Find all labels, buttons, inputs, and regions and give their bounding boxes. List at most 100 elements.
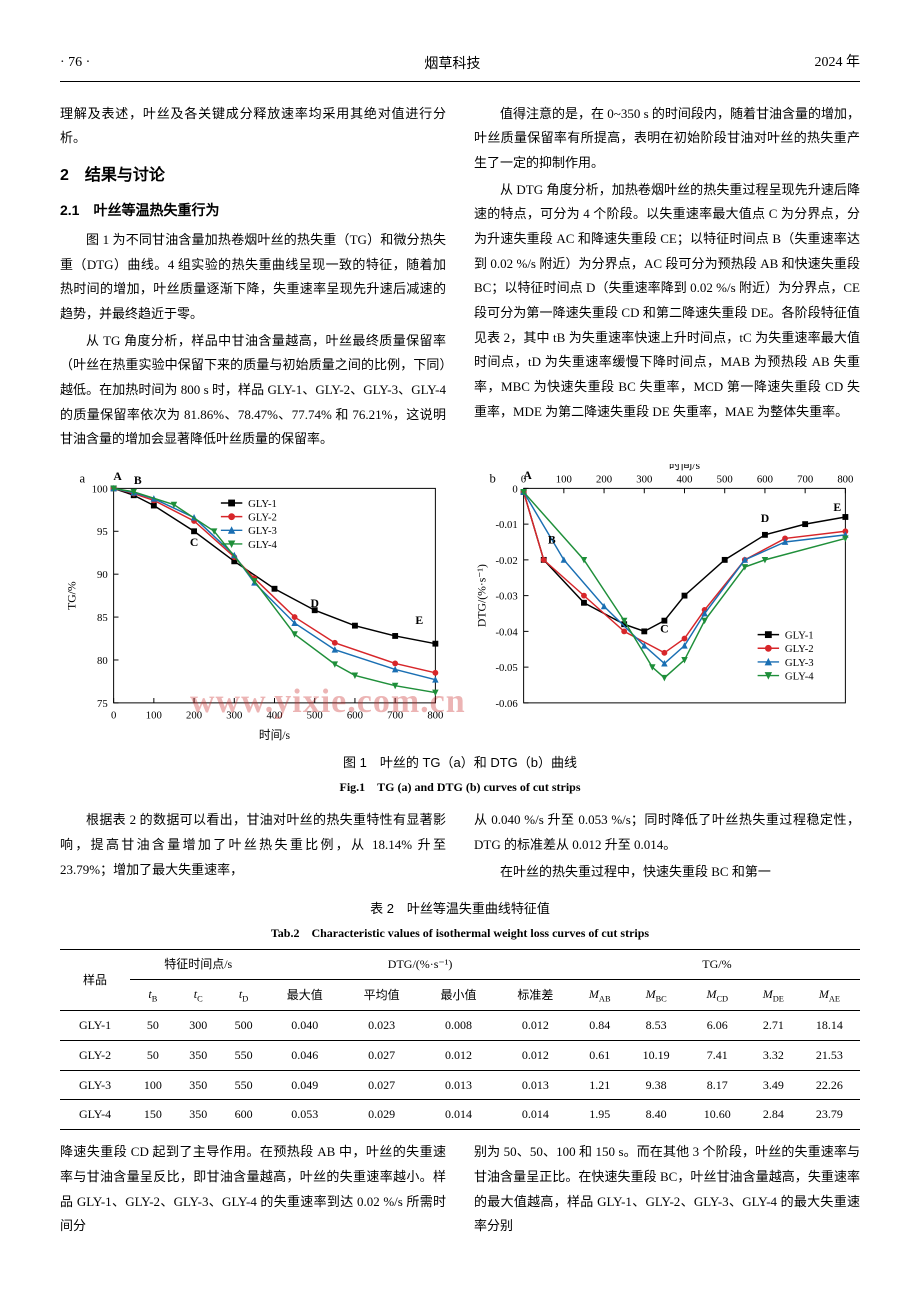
table-cell: 550 <box>221 1040 266 1070</box>
table-cell: 0.023 <box>343 1011 420 1041</box>
th-dtg-group: DTG/(%·s⁻¹) <box>266 949 574 979</box>
table-cell: 21.53 <box>799 1040 860 1070</box>
svg-text:A: A <box>113 470 122 483</box>
table-cell: 6.06 <box>687 1011 748 1041</box>
svg-text:GLY-3: GLY-3 <box>785 657 814 669</box>
table-cell: GLY-1 <box>60 1011 130 1041</box>
figure-1a-svg: 01002003004005006007008007580859095100时间… <box>60 464 450 747</box>
table-cell: 0.61 <box>574 1040 626 1070</box>
svg-text:GLY-2: GLY-2 <box>785 643 814 655</box>
table-cell: 300 <box>176 1011 221 1041</box>
table-cell: GLY-2 <box>60 1040 130 1070</box>
svg-text:100: 100 <box>556 474 572 486</box>
svg-text:500: 500 <box>717 474 733 486</box>
table-cell: 550 <box>221 1070 266 1100</box>
th-tg-group: TG/% <box>574 949 860 979</box>
figure-1a-panel: 01002003004005006007008007580859095100时间… <box>60 464 450 747</box>
svg-text:300: 300 <box>226 710 242 722</box>
svg-text:400: 400 <box>676 474 692 486</box>
figure-1b-svg: 0100200300400500600700800-0.06-0.05-0.04… <box>470 464 860 747</box>
th-time-group: 特征时间点/s <box>130 949 266 979</box>
svg-text:GLY-2: GLY-2 <box>248 512 277 524</box>
table-cell: 600 <box>221 1100 266 1130</box>
table-cell: 0.053 <box>266 1100 343 1130</box>
svg-text:700: 700 <box>387 710 403 722</box>
svg-text:E: E <box>833 501 841 514</box>
figure-1-caption-cn: 图 1 叶丝的 TG（a）和 DTG（b）曲线 <box>60 751 860 776</box>
th-MCD: MCD <box>687 979 748 1010</box>
svg-text:GLY-4: GLY-4 <box>248 539 277 551</box>
table-cell: 350 <box>176 1100 221 1130</box>
section-2: 2 结果与讨论 <box>60 161 446 191</box>
table-cell: 0.040 <box>266 1011 343 1041</box>
para-6: 从 0.040 %/s 升至 0.053 %/s；同时降低了叶丝热失重过程稳定性… <box>474 808 860 857</box>
table-cell: 1.95 <box>574 1100 626 1130</box>
svg-text:GLY-4: GLY-4 <box>785 671 814 683</box>
table-cell: 0.046 <box>266 1040 343 1070</box>
th-MAE: MAE <box>799 979 860 1010</box>
page-number: · 76 · <box>60 50 90 77</box>
svg-text:800: 800 <box>837 474 853 486</box>
para-8: 降速失重段 CD 起到了主导作用。在预热段 AB 中，叶丝的失重速率与甘油含量呈… <box>60 1140 446 1239</box>
table-cell: 22.26 <box>799 1070 860 1100</box>
figure-1b-panel: 0100200300400500600700800-0.06-0.05-0.04… <box>470 464 860 747</box>
table-cell: 10.19 <box>626 1040 687 1070</box>
table-cell: 0.008 <box>420 1011 497 1041</box>
table-cell: 0.027 <box>343 1040 420 1070</box>
para-2: 从 TG 角度分析，样品中甘油含量越高，叶丝最终质量保留率（叶丝在热重实验中保留… <box>60 329 446 452</box>
th-tD: tD <box>221 979 266 1010</box>
svg-text:85: 85 <box>97 612 108 624</box>
table-cell: GLY-3 <box>60 1070 130 1100</box>
table-cell: 350 <box>176 1070 221 1100</box>
journal-title: 烟草科技 <box>424 50 480 77</box>
svg-text:A: A <box>523 469 532 482</box>
th-tC: tC <box>176 979 221 1010</box>
th-MBC: MBC <box>626 979 687 1010</box>
svg-text:500: 500 <box>307 710 323 722</box>
table-cell: 8.17 <box>687 1070 748 1100</box>
figure-1: 01002003004005006007008007580859095100时间… <box>60 464 860 798</box>
figure-1-caption-en: Fig.1 TG (a) and DTG (b) curves of cut s… <box>60 776 860 799</box>
svg-text:600: 600 <box>347 710 363 722</box>
svg-text:-0.04: -0.04 <box>495 626 518 638</box>
table-2: 样品 特征时间点/s DTG/(%·s⁻¹) TG/% tB tC tD 最大值… <box>60 949 860 1130</box>
para-3: 值得注意的是，在 0~350 s 的时间段内，随着甘油含量的增加，叶丝质量保留率… <box>474 102 860 176</box>
table-row: GLY-41503506000.0530.0290.0140.0141.958.… <box>60 1100 860 1130</box>
table-cell: 150 <box>130 1100 175 1130</box>
table-cell: 23.79 <box>799 1100 860 1130</box>
page-header: · 76 · 烟草科技 2024 年 <box>60 50 860 82</box>
svg-text:D: D <box>761 512 769 525</box>
table-2-caption-cn: 表 2 叶丝等温失重曲线特征值 <box>60 897 860 922</box>
year: 2024 年 <box>814 50 860 77</box>
th-dtg-sd: 标准差 <box>497 979 574 1010</box>
svg-text:b: b <box>490 472 496 486</box>
body-columns-top: 理解及表述，叶丝及各关键成分释放速率均采用其绝对值进行分析。 2 结果与讨论 2… <box>60 102 860 453</box>
svg-text:a: a <box>80 472 86 486</box>
svg-text:-0.03: -0.03 <box>495 591 517 603</box>
para-4: 从 DTG 角度分析，加热卷烟叶丝的热失重过程呈现先升速后降速的特点，可分为 4… <box>474 178 860 425</box>
table-cell: 8.40 <box>626 1100 687 1130</box>
svg-text:0: 0 <box>111 710 116 722</box>
table-header-row-2: tB tC tD 最大值 平均值 最小值 标准差 MAB MBC MCD MDE… <box>60 979 860 1010</box>
table-row: GLY-1503005000.0400.0230.0080.0120.848.5… <box>60 1011 860 1041</box>
svg-text:E: E <box>415 614 423 627</box>
table-cell: 100 <box>130 1070 175 1100</box>
svg-text:C: C <box>660 623 668 636</box>
table-cell: 0.012 <box>497 1011 574 1041</box>
table-cell: 0.027 <box>343 1070 420 1100</box>
svg-text:GLY-1: GLY-1 <box>785 630 814 642</box>
svg-text:GLY-3: GLY-3 <box>248 525 277 537</box>
svg-text:B: B <box>548 533 556 546</box>
svg-text:-0.06: -0.06 <box>495 698 518 710</box>
svg-text:时间/s: 时间/s <box>259 729 291 742</box>
svg-text:700: 700 <box>797 474 813 486</box>
th-MDE: MDE <box>748 979 799 1010</box>
table-cell: 2.84 <box>748 1100 799 1130</box>
th-dtg-min: 最小值 <box>420 979 497 1010</box>
table-header-row-1: 样品 特征时间点/s DTG/(%·s⁻¹) TG/% <box>60 949 860 979</box>
svg-text:-0.02: -0.02 <box>495 555 517 567</box>
svg-text:-0.01: -0.01 <box>495 519 517 531</box>
para-1: 图 1 为不同甘油含量加热卷烟叶丝的热失重（TG）和微分热失重（DTG）曲线。4… <box>60 228 446 327</box>
svg-text:TG/%: TG/% <box>66 581 79 610</box>
svg-text:时间/s: 时间/s <box>669 464 701 472</box>
